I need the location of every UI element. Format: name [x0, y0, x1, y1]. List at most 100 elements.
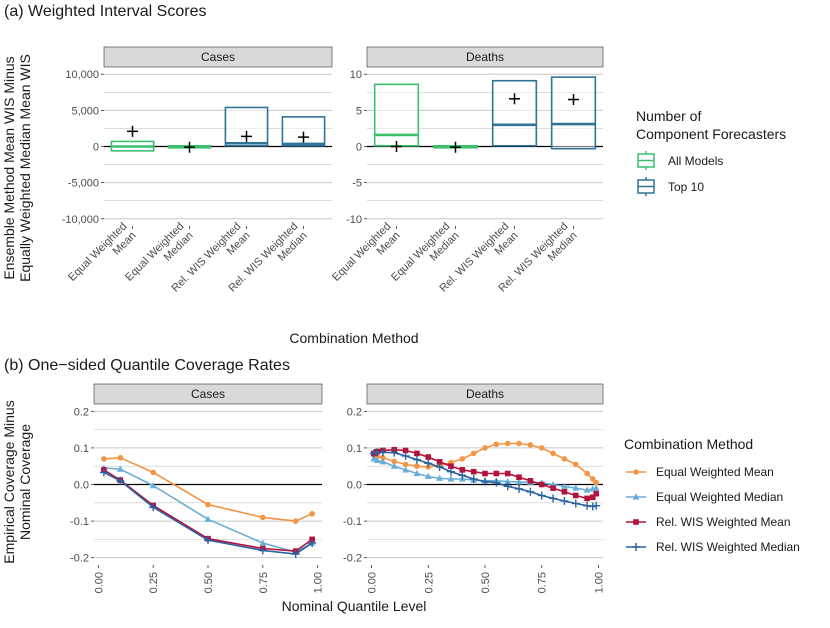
- point-square: [493, 470, 500, 477]
- point-square: [516, 474, 522, 480]
- point-square: [550, 485, 556, 491]
- point-circle: [561, 456, 568, 462]
- y-tick-label: -0.1: [343, 516, 362, 528]
- point-circle: [292, 518, 299, 524]
- legend-a-key-all-models: [637, 151, 655, 170]
- point-square: [402, 447, 409, 454]
- point-triangle: [379, 458, 387, 465]
- strip-label-deaths: Deaths: [466, 387, 504, 401]
- y-tick-label: 0: [93, 142, 99, 154]
- y-tick-label: -0.1: [70, 516, 89, 528]
- strip-cases: [103, 46, 333, 68]
- strip-label-cases: Cases: [191, 387, 225, 401]
- point-square: [527, 478, 534, 484]
- point-triangle: [373, 456, 381, 463]
- point-triangle: [632, 493, 640, 500]
- box: [373, 83, 420, 147]
- point-square: [436, 459, 443, 465]
- y-tick-label: -0.2: [70, 553, 89, 565]
- point-triangle: [504, 477, 512, 485]
- series-line: [103, 456, 313, 522]
- point-circle: [380, 454, 386, 461]
- y-tick-label: -0.2: [343, 553, 362, 565]
- x-tick-label: 0.50: [480, 572, 492, 593]
- point-triangle: [204, 515, 212, 522]
- point-triangle: [561, 482, 568, 489]
- point-circle: [309, 510, 315, 517]
- point-square: [589, 494, 596, 501]
- point-circle: [584, 470, 590, 477]
- y-tick-label: 5: [356, 105, 362, 117]
- point-triangle: [436, 474, 444, 481]
- x-tick-label: 0.75: [537, 572, 549, 593]
- legend-b: Equal Weighted Mean Equal Weighted Median…: [626, 465, 800, 554]
- legend-b-label: Equal Weighted Mean: [656, 465, 774, 479]
- point-square: [504, 470, 511, 477]
- point-triangle: [149, 481, 157, 489]
- point-circle: [260, 514, 266, 521]
- x-tick-label: 1.00: [593, 572, 605, 593]
- panel-b-ylabel-line1: Empirical Coverage Minus: [1, 400, 17, 563]
- strip-deaths: [366, 383, 604, 405]
- y-tick-label: -10,000: [62, 214, 99, 226]
- point-square: [482, 470, 488, 477]
- point-triangle: [572, 484, 580, 491]
- panel-b-title: (b) One−sided Quantile Coverage Rates: [4, 357, 290, 374]
- y-tick-label: 0.0: [74, 480, 89, 492]
- y-tick-label: -5,000: [68, 178, 99, 190]
- point-square: [425, 454, 432, 460]
- x-tick-label: 0.25: [148, 572, 160, 593]
- strip-label-deaths: Deaths: [466, 50, 504, 64]
- box-panel-cases: Cases -10,000 -5,000 0 5,000 10,000 Equal Weig…: [62, 46, 333, 295]
- point-circle: [402, 461, 409, 468]
- strip-label-cases: Cases: [201, 50, 235, 64]
- strip-deaths: [366, 46, 604, 68]
- y-tick-label: 0.1: [347, 443, 362, 455]
- point-circle: [572, 461, 579, 468]
- point-circle: [516, 440, 522, 447]
- y-tick-label: -10: [346, 214, 362, 226]
- legend-a-title-line2: Component Forecasters: [636, 126, 786, 142]
- point-circle: [589, 476, 596, 482]
- point-triangle: [515, 478, 523, 485]
- point-triangle: [413, 469, 421, 477]
- x-tick-label: 1.00: [313, 572, 325, 593]
- point-square: [448, 463, 454, 470]
- point-triangle: [259, 539, 267, 546]
- y-tick-label: 5,000: [71, 105, 99, 117]
- panel-a-xlabel: Combination Method: [289, 330, 418, 346]
- point-circle: [633, 469, 639, 475]
- point-square: [584, 495, 590, 502]
- point-triangle: [592, 484, 600, 491]
- legend-a-label-top10: Top 10: [668, 180, 704, 194]
- box: [491, 79, 538, 147]
- point-square: [561, 489, 568, 495]
- y-tick-label: 0.1: [74, 443, 89, 455]
- panel-b-ylabel-line2: Nominal Coverage: [17, 424, 33, 540]
- point-triangle: [402, 466, 409, 473]
- point-circle: [493, 441, 500, 448]
- point-circle: [391, 458, 398, 465]
- point-circle: [593, 479, 599, 486]
- point-circle: [101, 456, 107, 462]
- point-triangle: [390, 462, 398, 469]
- y-tick-label: 0.2: [347, 406, 362, 418]
- y-tick-label: 0: [356, 142, 362, 154]
- panel-a-ylabel-line2: Equally Weighted Median Mean WIS: [17, 54, 33, 282]
- point-circle: [504, 440, 511, 447]
- point-triangle: [116, 465, 124, 472]
- line-panel-cases: Cases -0.2 -0.1 0.0 0.1 0.2 0.00 0.25 0.50 0.75 1.…: [70, 383, 325, 593]
- panel-a-ylabel-line1: Ensemble Method Mean WIS Minus: [1, 56, 17, 279]
- legend-a-key-top10: [637, 177, 655, 196]
- legend-b-label: Rel. WIS Weighted Mean: [656, 515, 791, 529]
- box: [550, 76, 597, 150]
- point-circle: [482, 445, 488, 451]
- point-circle: [527, 442, 534, 448]
- point-circle: [470, 450, 477, 457]
- panel-a-title: (a) Weighted Interval Scores: [4, 3, 206, 20]
- x-tick-label: 0.00: [93, 572, 105, 593]
